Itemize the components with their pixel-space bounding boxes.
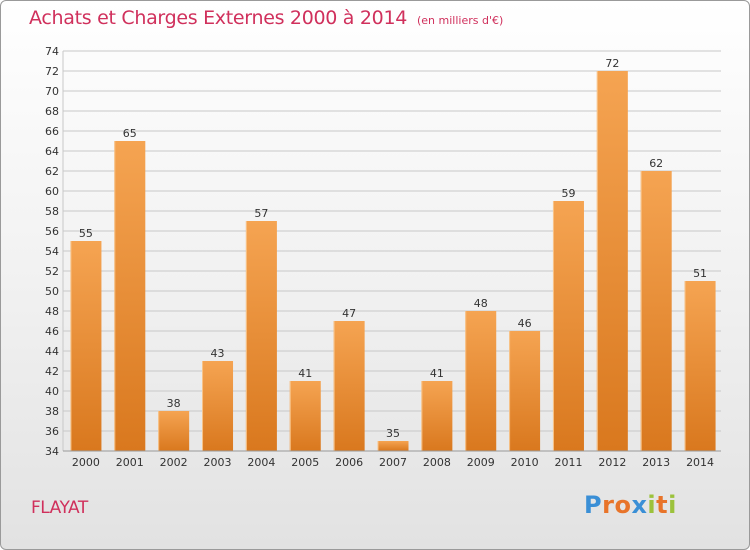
bar-value-label: 55	[79, 227, 93, 240]
y-tick-label: 50	[45, 285, 59, 298]
bar-value-label: 59	[561, 187, 575, 200]
place-name: FLAYAT	[31, 498, 88, 518]
bar	[245, 221, 277, 451]
y-tick-label: 36	[45, 425, 59, 438]
x-axis-ticks: 2000 2001 2002 2003 2004 2005 2006 2007 2008 2009…	[63, 450, 721, 469]
x-tick-label: 2001	[116, 456, 144, 469]
bar-value-label: 48	[474, 297, 488, 310]
bar-value-label: 57	[254, 207, 268, 220]
y-tick-label: 48	[45, 305, 59, 318]
x-tick-label: 2012	[598, 456, 626, 469]
bar-value-label: 38	[167, 397, 181, 410]
x-tick-label: 2013	[642, 456, 670, 469]
y-tick-label: 62	[45, 165, 59, 178]
bar	[552, 201, 584, 451]
bar	[289, 381, 321, 451]
y-tick-label: 40	[45, 385, 59, 398]
chart-title: Achats et Charges Externes 2000 à 2014	[29, 7, 408, 29]
logo-letter: t	[656, 491, 669, 519]
x-tick-label: 2000	[72, 456, 100, 469]
y-tick-label: 34	[45, 445, 59, 458]
bar-value-label: 51	[693, 267, 707, 280]
y-tick-label: 42	[45, 365, 59, 378]
x-tick-label: 2006	[335, 456, 363, 469]
bar	[684, 281, 716, 451]
bar	[465, 311, 497, 451]
y-tick-label: 52	[45, 265, 59, 278]
bar-value-label: 65	[123, 127, 137, 140]
bar	[640, 171, 672, 451]
logo-letter: o	[614, 491, 632, 519]
logo-letter: i	[647, 491, 657, 519]
bar	[333, 321, 365, 451]
y-axis-ticks: 34 36 38 40 42 44 46 48 50 52 54 56 58 60 62 64 66 68 70 72…	[45, 45, 59, 458]
bar	[70, 241, 102, 451]
y-tick-label: 64	[45, 145, 59, 158]
y-tick-label: 74	[45, 45, 59, 58]
x-tick-label: 2010	[511, 456, 539, 469]
bar	[377, 441, 409, 451]
y-tick-label: 66	[45, 125, 59, 138]
bar-value-label: 43	[211, 347, 225, 360]
y-tick-label: 44	[45, 345, 59, 358]
logo-letter: i	[668, 491, 677, 519]
logo-letter: x	[631, 491, 648, 519]
y-tick-label: 68	[45, 105, 59, 118]
x-tick-label: 2007	[379, 456, 407, 469]
chart-subtitle: (en milliers d'€)	[417, 14, 504, 27]
bars: 55 65 38 43 57 41 47 35 41 48 46 59 72 62 51	[70, 57, 716, 451]
x-tick-label: 2005	[291, 456, 319, 469]
proxiti-logo: Proxiti	[584, 491, 677, 519]
y-tick-label: 70	[45, 85, 59, 98]
bar-value-label: 35	[386, 427, 400, 440]
y-tick-label: 58	[45, 205, 59, 218]
bar	[421, 381, 453, 451]
x-tick-label: 2011	[554, 456, 582, 469]
y-tick-label: 56	[45, 225, 59, 238]
bar-value-label: 41	[298, 367, 312, 380]
x-tick-label: 2009	[467, 456, 495, 469]
y-tick-label: 46	[45, 325, 59, 338]
logo-letter: P	[584, 491, 603, 519]
bar-value-label: 62	[649, 157, 663, 170]
y-tick-label: 38	[45, 405, 59, 418]
y-tick-label: 72	[45, 65, 59, 78]
x-tick-label: 2004	[247, 456, 275, 469]
bar-value-label: 46	[518, 317, 532, 330]
bar	[158, 411, 190, 451]
bar	[202, 361, 234, 451]
bar	[114, 141, 146, 451]
y-tick-label: 54	[45, 245, 59, 258]
bar	[596, 71, 628, 451]
x-tick-label: 2014	[686, 456, 714, 469]
y-tick-label: 60	[45, 185, 59, 198]
logo-letter: r	[602, 491, 615, 519]
x-tick-label: 2008	[423, 456, 451, 469]
x-tick-label: 2002	[160, 456, 188, 469]
x-tick-label: 2003	[204, 456, 232, 469]
bar-value-label: 47	[342, 307, 356, 320]
bar-value-label: 72	[605, 57, 619, 70]
bar	[509, 331, 541, 451]
bar-value-label: 41	[430, 367, 444, 380]
